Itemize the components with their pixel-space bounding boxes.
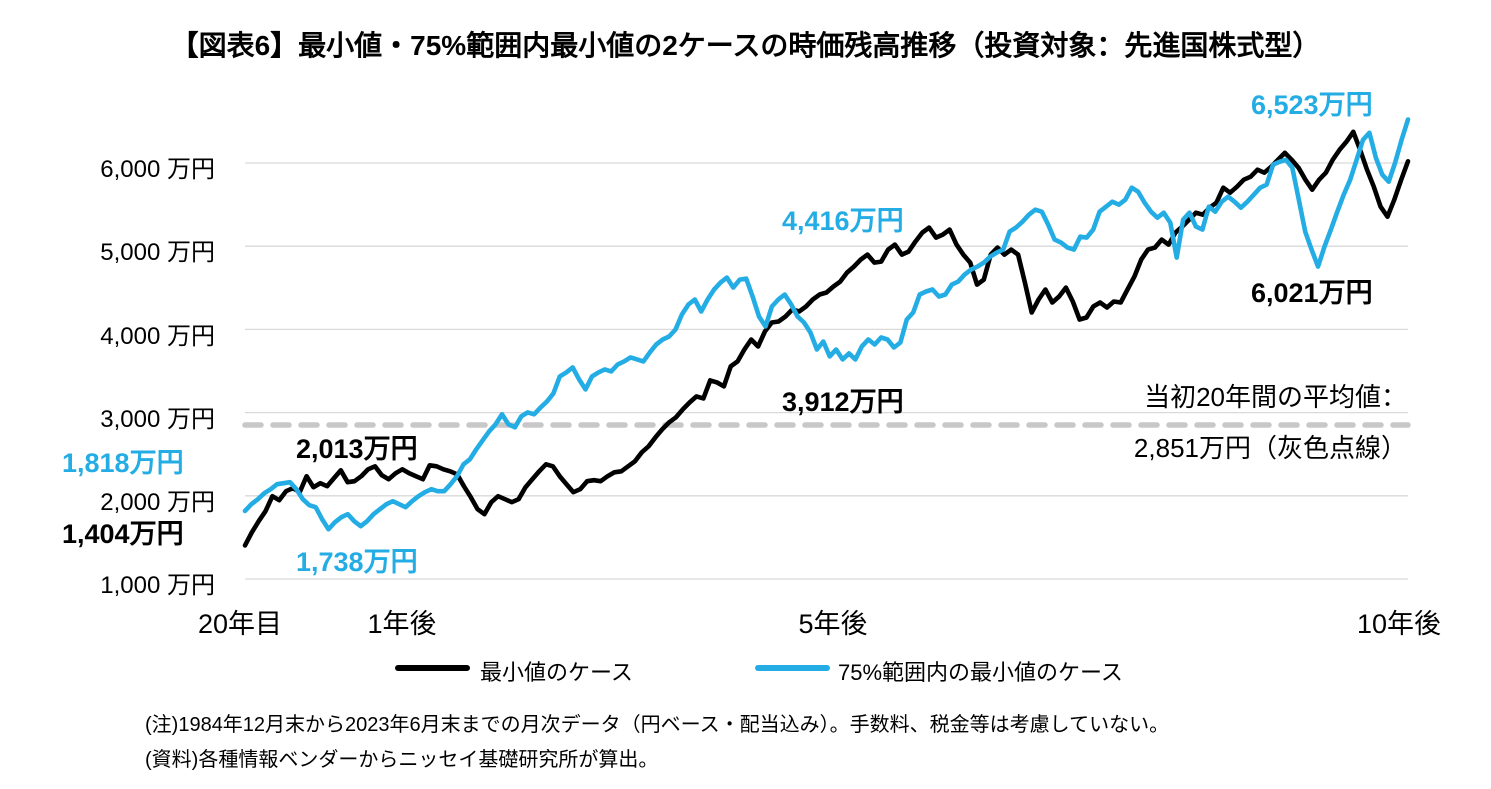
y-tick-5000: 5,000 万円 (100, 239, 215, 266)
average-note-line2: 2,851万円（灰色点線） (1133, 433, 1407, 463)
annotation-1404: 1,404万円 (62, 519, 184, 549)
chart-title: 【図表6】最小値・75%範囲内最小値の2ケースの時価残高推移（投資対象：先進国株… (170, 30, 1321, 61)
legend-label-75pct-case: 75%範囲内の最小値のケース (838, 660, 1123, 685)
y-tick-2000: 2,000 万円 (100, 489, 215, 516)
average-note-line1: 当初20年間の平均値： (1144, 382, 1407, 412)
annotation-6021: 6,021万円 (1251, 278, 1373, 308)
annotation-2013: 2,013万円 (296, 434, 418, 464)
y-tick-3000: 3,000 万円 (100, 406, 215, 433)
annotation-4416: 4,416万円 (782, 206, 904, 236)
legend-swatch-75pct-case (755, 665, 830, 671)
annotation-1818: 1,818万円 (62, 448, 184, 478)
footnote-source-note: (注)1984年12月末から2023年6月末までの月次データ（円ベース・配当込み… (145, 714, 1170, 736)
series-line-75pct-case (242, 117, 1411, 532)
annotation-6523: 6,523万円 (1251, 90, 1373, 120)
annotation-1738: 1,738万円 (296, 547, 418, 577)
x-tick-10years-later: 10年後 (1356, 609, 1442, 639)
legend-label-min-case: 最小値のケース (480, 660, 633, 685)
series-line-min-case (242, 129, 1411, 548)
footnote-credit: (資料)各種情報ベンダーからニッセイ基礎研究所が算出。 (145, 749, 659, 771)
annotation-3912: 3,912万円 (782, 387, 904, 417)
y-tick-6000: 6,000 万円 (100, 156, 215, 183)
x-tick-1year-later: 1年後 (367, 609, 437, 639)
x-tick-5years-later: 5年後 (798, 609, 868, 639)
legend-swatch-min-case (395, 665, 470, 671)
x-tick-year20: 20年目 (197, 609, 283, 639)
y-tick-1000: 1,000 万円 (100, 572, 215, 599)
y-tick-4000: 4,000 万円 (100, 323, 215, 350)
